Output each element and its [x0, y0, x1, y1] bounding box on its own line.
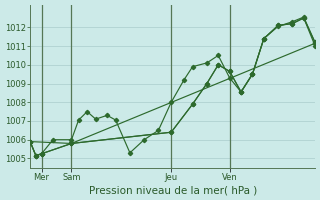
- X-axis label: Pression niveau de la mer( hPa ): Pression niveau de la mer( hPa ): [89, 185, 257, 195]
